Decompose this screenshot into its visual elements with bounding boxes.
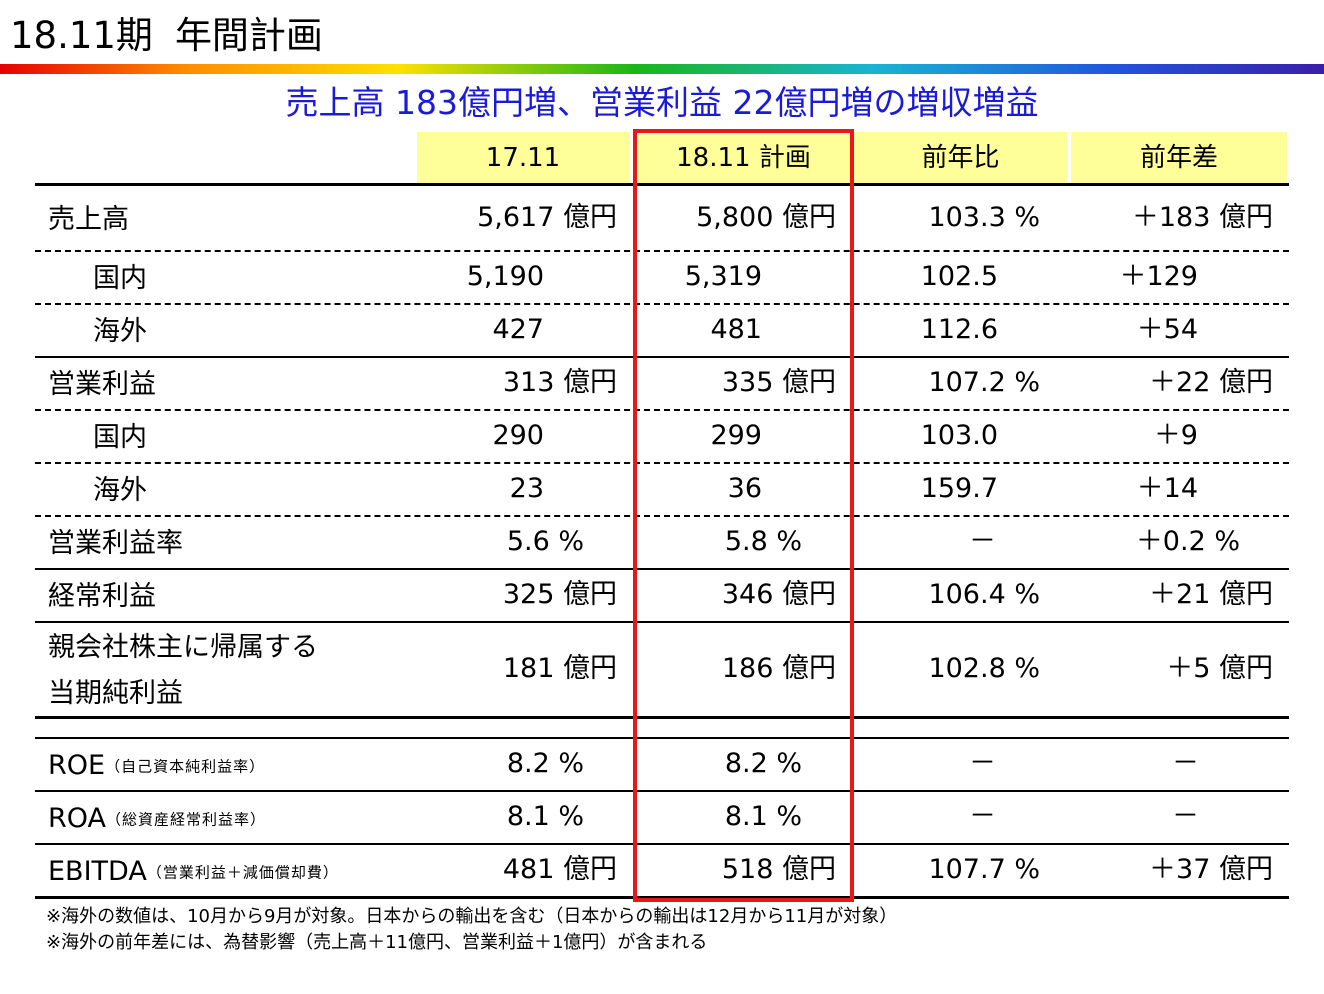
header-18-11-plan: 18.11 計画 bbox=[637, 132, 850, 184]
row-divider bbox=[35, 250, 1289, 252]
row-divider bbox=[35, 409, 1289, 411]
roe-label-sub: （自己資本純利益率） bbox=[105, 757, 266, 776]
ebitda-label-sub: （営業利益＋減価償却費） bbox=[146, 863, 339, 882]
cell-roe-17-11: 8.2 % bbox=[506, 748, 584, 779]
row-label-ebitda: EBITDA（営業利益＋減価償却費） bbox=[48, 854, 339, 891]
row-divider bbox=[35, 790, 1289, 792]
row-label-roe: ROE（自己資本純利益率） bbox=[48, 748, 265, 785]
cell-operating-income-ratio: 107.2 % bbox=[928, 367, 1040, 398]
row-label-operating-income: 営業利益 bbox=[48, 369, 156, 400]
cell-ordinary-income-diff: ＋21 億円 bbox=[1149, 579, 1273, 610]
row-divider bbox=[35, 303, 1289, 305]
cell-sales-domestic-18-11: 5,319 bbox=[684, 261, 762, 292]
table-bottom-rule bbox=[35, 896, 1289, 899]
cell-ebitda-17-11: 481 億円 bbox=[502, 854, 617, 885]
row-label-roa: ROA（総資産経常利益率） bbox=[48, 801, 266, 838]
cell-margin-18-11: 5.8 % bbox=[724, 526, 802, 557]
cell-operating-income-18-11: 335 億円 bbox=[721, 367, 836, 398]
row-label-oi-domestic: 国内 bbox=[93, 422, 147, 453]
page-title: 18.11期 年間計画 bbox=[10, 12, 323, 60]
cell-roa-17-11: 8.1 % bbox=[506, 801, 584, 832]
cell-oi-domestic-ratio: 103.0 bbox=[920, 420, 998, 451]
row-label-net-income-line1: 親会社株主に帰属する bbox=[48, 632, 318, 663]
cell-roe-18-11: 8.2 % bbox=[724, 748, 802, 779]
cell-margin-17-11: 5.6 % bbox=[506, 526, 584, 557]
cell-oi-overseas-18-11: 36 bbox=[727, 473, 762, 504]
cell-ordinary-income-17-11: 325 億円 bbox=[502, 579, 617, 610]
row-label-net-income-line2: 当期純利益 bbox=[48, 678, 183, 709]
row-divider bbox=[35, 843, 1289, 845]
cell-margin-diff: ＋0.2 % bbox=[1135, 526, 1240, 557]
cell-operating-income-17-11: 313 億円 bbox=[502, 367, 617, 398]
cell-net-income-ratio: 102.8 % bbox=[928, 653, 1040, 684]
row-divider bbox=[35, 568, 1289, 570]
cell-roa-18-11: 8.1 % bbox=[724, 801, 802, 832]
row-label-oi-overseas: 海外 bbox=[93, 475, 147, 506]
footnote-fx-impact: ※海外の前年差には、為替影響（売上高＋11億円、営業利益＋1億円）が含まれる bbox=[46, 932, 708, 953]
cell-ebitda-18-11: 518 億円 bbox=[721, 854, 836, 885]
row-label-sales-overseas: 海外 bbox=[93, 316, 147, 347]
cell-sales-domestic-17-11: 5,190 bbox=[466, 261, 544, 292]
cell-ebitda-diff: ＋37 億円 bbox=[1149, 854, 1273, 885]
rainbow-divider bbox=[0, 64, 1324, 74]
cell-ordinary-income-ratio: 106.4 % bbox=[928, 579, 1040, 610]
header-yoy-ratio: 前年比 bbox=[854, 132, 1067, 184]
table-header-rule bbox=[35, 183, 1289, 186]
cell-sales-17-11: 5,617 億円 bbox=[477, 202, 617, 233]
cell-net-income-18-11: 186 億円 bbox=[721, 653, 836, 684]
cell-ordinary-income-18-11: 346 億円 bbox=[721, 579, 836, 610]
cell-oi-domestic-17-11: 290 bbox=[492, 420, 544, 451]
cell-oi-overseas-ratio: 159.7 bbox=[920, 473, 998, 504]
row-divider bbox=[35, 621, 1289, 623]
cell-oi-overseas-diff: ＋14 bbox=[1136, 473, 1198, 504]
cell-operating-income-diff: ＋22 億円 bbox=[1149, 367, 1273, 398]
cell-net-income-17-11: 181 億円 bbox=[502, 653, 617, 684]
row-divider bbox=[35, 356, 1289, 358]
cell-oi-domestic-diff: ＋9 bbox=[1153, 420, 1198, 451]
plan-column-highlight bbox=[633, 129, 854, 902]
row-label-sales-domestic: 国内 bbox=[93, 263, 147, 294]
cell-roa-ratio: － bbox=[969, 801, 996, 832]
roa-label-sub: （総資産経常利益率） bbox=[106, 810, 267, 829]
cell-roa-diff: － bbox=[1172, 801, 1199, 832]
cell-sales-diff: ＋183 億円 bbox=[1131, 202, 1273, 233]
footnote-overseas-period: ※海外の数値は、10月から9月が対象。日本からの輸出を含む（日本からの輸出は12… bbox=[46, 906, 898, 927]
cell-sales-domestic-diff: ＋129 bbox=[1119, 261, 1198, 292]
cell-net-income-diff: ＋5 億円 bbox=[1166, 653, 1273, 684]
row-label-sales: 売上高 bbox=[48, 204, 129, 235]
section-divider bbox=[35, 716, 1289, 719]
row-label-ordinary-income: 経常利益 bbox=[48, 581, 156, 612]
cell-sales-18-11: 5,800 億円 bbox=[696, 202, 836, 233]
cell-ebitda-ratio: 107.7 % bbox=[928, 854, 1040, 885]
header-yoy-diff: 前年差 bbox=[1071, 132, 1287, 184]
ebitda-label: EBITDA bbox=[48, 856, 147, 887]
cell-oi-overseas-17-11: 23 bbox=[509, 473, 544, 504]
cell-sales-overseas-18-11: 481 bbox=[710, 314, 762, 345]
headline: 売上高 183億円増、営業利益 22億円増の増収増益 bbox=[285, 83, 1039, 122]
row-label-operating-margin: 営業利益率 bbox=[48, 528, 183, 559]
roa-label: ROA bbox=[48, 803, 107, 834]
cell-sales-domestic-ratio: 102.5 bbox=[920, 261, 998, 292]
row-divider bbox=[35, 515, 1289, 517]
title-main: 年間計画 bbox=[174, 14, 323, 57]
title-period: 18.11期 bbox=[10, 14, 153, 57]
cell-roe-diff: － bbox=[1172, 748, 1199, 779]
cell-sales-ratio: 103.3 % bbox=[928, 202, 1040, 233]
cell-roe-ratio: － bbox=[969, 748, 996, 779]
cell-sales-overseas-diff: ＋54 bbox=[1136, 314, 1198, 345]
row-divider bbox=[35, 737, 1289, 739]
roe-label: ROE bbox=[48, 750, 106, 781]
cell-sales-overseas-17-11: 427 bbox=[492, 314, 544, 345]
row-divider bbox=[35, 462, 1289, 464]
cell-margin-ratio: － bbox=[969, 526, 996, 557]
cell-sales-overseas-ratio: 112.6 bbox=[920, 314, 998, 345]
header-17-11: 17.11 bbox=[417, 132, 629, 184]
cell-oi-domestic-18-11: 299 bbox=[710, 420, 762, 451]
